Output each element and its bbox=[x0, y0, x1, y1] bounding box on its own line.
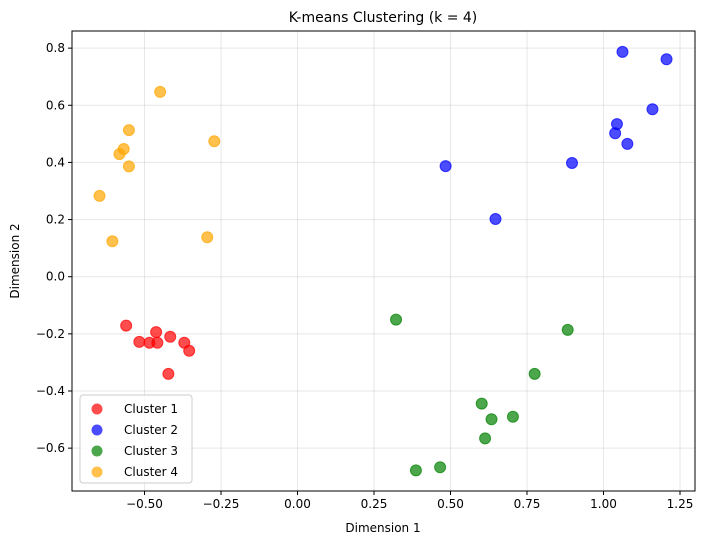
data-point bbox=[616, 45, 629, 58]
y-tick-label: 0.0 bbox=[46, 270, 65, 284]
y-tick-label: 0.6 bbox=[46, 98, 65, 112]
data-point bbox=[561, 323, 574, 336]
legend-marker bbox=[91, 445, 103, 457]
series-cluster-2 bbox=[439, 45, 673, 225]
y-tick-label: 0.8 bbox=[46, 41, 65, 55]
data-point bbox=[151, 336, 164, 349]
data-point bbox=[162, 367, 175, 380]
data-point bbox=[390, 313, 403, 326]
y-tick-label: 0.4 bbox=[46, 155, 65, 169]
legend-marker bbox=[91, 466, 103, 478]
x-tick-label: 0.25 bbox=[361, 497, 388, 511]
x-tick-label: 0.00 bbox=[284, 497, 311, 511]
x-tick-label: 0.50 bbox=[437, 497, 464, 511]
series-cluster-4 bbox=[93, 85, 221, 248]
x-axis-label: Dimension 1 bbox=[345, 521, 420, 535]
data-point bbox=[113, 148, 126, 161]
data-point bbox=[122, 160, 135, 173]
legend-frame bbox=[79, 394, 193, 484]
data-point bbox=[409, 464, 422, 477]
data-point bbox=[201, 231, 214, 244]
y-tick-label: 0.2 bbox=[46, 213, 65, 227]
grid bbox=[72, 31, 695, 491]
data-point bbox=[120, 319, 133, 332]
data-point bbox=[621, 137, 634, 150]
data-point bbox=[434, 461, 447, 474]
data-point bbox=[106, 235, 119, 248]
y-tick-label: −0.4 bbox=[36, 384, 65, 398]
legend-label: Cluster 1 bbox=[124, 402, 178, 416]
y-axis-label: Dimension 2 bbox=[8, 223, 22, 298]
data-point bbox=[479, 432, 492, 445]
chart-title: K-means Clustering (k = 4) bbox=[289, 10, 478, 26]
series-cluster-3 bbox=[390, 313, 574, 477]
data-point bbox=[150, 326, 163, 339]
data-point bbox=[528, 367, 541, 380]
data-point bbox=[439, 160, 452, 173]
data-point bbox=[489, 213, 502, 225]
data-point bbox=[506, 410, 519, 423]
data-point bbox=[122, 124, 135, 137]
data-point bbox=[475, 397, 488, 410]
y-tick-label: −0.6 bbox=[36, 441, 65, 455]
x-tick-label: 1.00 bbox=[590, 497, 617, 511]
legend: Cluster 1 Cluster 2 Cluster 3 Cluster 4 bbox=[79, 394, 193, 484]
x-tick-label: 1.25 bbox=[667, 497, 694, 511]
legend-marker bbox=[91, 403, 103, 415]
data-point bbox=[485, 413, 498, 426]
legend-label: Cluster 2 bbox=[124, 423, 178, 437]
data-point bbox=[183, 344, 196, 357]
data-point bbox=[133, 335, 146, 348]
data-point bbox=[164, 330, 177, 343]
plot-frame bbox=[71, 30, 696, 492]
data-point bbox=[609, 127, 622, 140]
data-point bbox=[660, 53, 673, 66]
data-points bbox=[93, 45, 673, 477]
x-tick-label: −0.25 bbox=[203, 497, 240, 511]
series-cluster-1 bbox=[120, 319, 196, 380]
y-tick-label: −0.2 bbox=[36, 327, 65, 341]
legend-label: Cluster 4 bbox=[124, 465, 178, 479]
legend-marker bbox=[91, 424, 103, 436]
x-tick-label: 0.75 bbox=[514, 497, 541, 511]
data-point bbox=[208, 135, 221, 148]
data-point bbox=[646, 103, 659, 116]
y-axis-ticks: −0.6 −0.4 −0.2 0.0 0.2 0.4 0.6 0.8 bbox=[36, 41, 72, 455]
data-point bbox=[93, 189, 106, 202]
data-point bbox=[154, 85, 167, 98]
data-point bbox=[565, 157, 578, 169]
x-tick-label: −0.50 bbox=[126, 497, 163, 511]
x-axis-ticks: −0.50 −0.25 0.00 0.25 0.50 0.75 1.00 1.25 bbox=[126, 491, 693, 511]
legend-label: Cluster 3 bbox=[124, 444, 178, 458]
